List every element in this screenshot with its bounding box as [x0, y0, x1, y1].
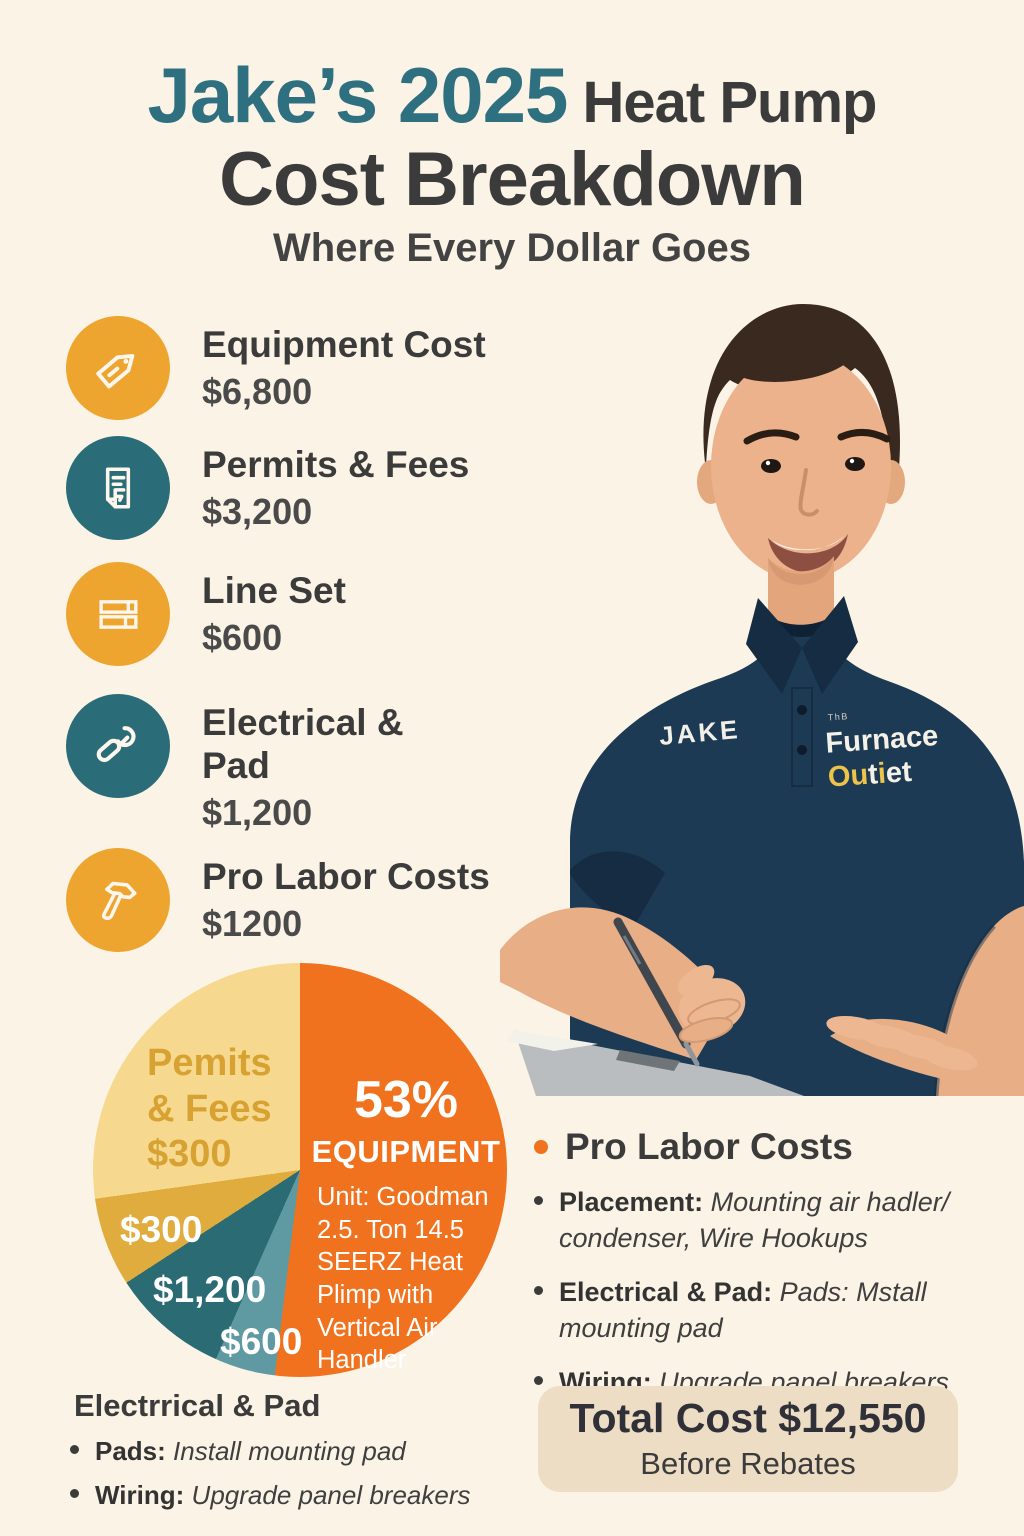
- pie-label-600: $600: [220, 1321, 303, 1362]
- cost-item-label: Permits & Fees: [202, 444, 470, 485]
- shirt-logo-line2: Outiet: [827, 756, 913, 794]
- pie-label-1200: $1,200: [153, 1269, 267, 1310]
- cost-item-label: Line Set: [202, 570, 346, 611]
- bullet-icon: [70, 1489, 79, 1499]
- wrench-icon: [66, 694, 170, 798]
- list-item: Placement: Mounting air hadler/ condense…: [534, 1184, 1002, 1257]
- total-cost-note: Before Rebates: [640, 1445, 856, 1481]
- title-accent: Jake’s 2025: [147, 51, 569, 139]
- list-item: Pads: Install mounting pad: [70, 1434, 520, 1469]
- pie-label-permits-fees: Pemits & Fees $300: [147, 1042, 272, 1176]
- cost-item-equipment: Equipment Cost $6,800: [66, 316, 486, 420]
- cost-item-price: $3,200: [202, 490, 313, 532]
- list-item: Wiring: Upgrade panel breakers: [70, 1478, 520, 1513]
- bullet-icon: [534, 1285, 543, 1295]
- equipment-name: EQUIPMENT: [311, 1133, 501, 1169]
- title-rest: Heat Pump: [567, 70, 878, 135]
- pro-labor-heading: Pro Labor Costs: [565, 1126, 853, 1167]
- cost-item-label: Equipment Cost: [202, 324, 486, 365]
- pie-label-equipment: 53% EQUIPMENT: [306, 1073, 506, 1170]
- total-cost: Total Cost $12,550: [569, 1395, 927, 1442]
- cost-item-price: $1,200: [202, 791, 313, 833]
- page-title: Jake’s 2025 Heat Pump: [0, 50, 1024, 141]
- pie-chart: Pemits & Fees $300 $300 $1,200 $600 53% …: [93, 963, 507, 1377]
- cost-item-pro-labor: Pro Labor Costs $1200: [66, 848, 490, 952]
- technician-photo: JAKE ThB Furnace Outiet: [500, 304, 1024, 1096]
- equipment-detail: Unit: Goodman 2.5. Ton 14.5 SEERZ Heat P…: [317, 1183, 489, 1375]
- electrical-pad-section: Electrrical & Pad Pads: Install mounting…: [70, 1388, 520, 1522]
- cost-item-line-set: Line Set $600: [66, 562, 346, 666]
- shirt-logo-small: ThB: [827, 711, 849, 722]
- shirt-name-badge: JAKE: [658, 714, 742, 751]
- pie-label-300: $300: [120, 1209, 203, 1250]
- orange-bullet-icon: [534, 1140, 548, 1154]
- cost-item-permits: Permits & Fees $3,200: [66, 436, 469, 540]
- equipment-percent: 53%: [353, 1071, 459, 1129]
- bullet-icon: [534, 1196, 543, 1205]
- bullet-icon: [534, 1375, 543, 1385]
- pro-labor-section: Pro Labor Costs Placement: Mounting air …: [534, 1126, 1002, 1417]
- hammer-icon: [66, 848, 170, 952]
- cost-item-label: Electrical & Pad: [202, 702, 404, 786]
- shirt-logo-line1: Furnace: [824, 720, 939, 760]
- cost-item-price: $600: [202, 616, 283, 658]
- list-item: Electrical & Pad: Pads: Mstall mounting …: [534, 1274, 1002, 1347]
- total-cost-box: Total Cost $12,550 Before Rebates: [538, 1386, 958, 1492]
- cost-item-electrical-pad: Electrical & Pad $1,200: [66, 694, 437, 833]
- electrical-pad-heading: Electrrical & Pad: [74, 1388, 321, 1423]
- page-subtitle: Where Every Dollar Goes: [273, 226, 751, 270]
- document-icon: [66, 436, 170, 540]
- cost-item-price: $1200: [202, 902, 303, 944]
- bullet-icon: [70, 1445, 79, 1454]
- line-set-icon: [66, 562, 170, 666]
- cost-item-price: $6,800: [202, 370, 313, 412]
- cost-item-label: Pro Labor Costs: [202, 856, 490, 897]
- price-tag-icon: [66, 316, 170, 420]
- page-title-line2: Cost Breakdown: [219, 137, 806, 222]
